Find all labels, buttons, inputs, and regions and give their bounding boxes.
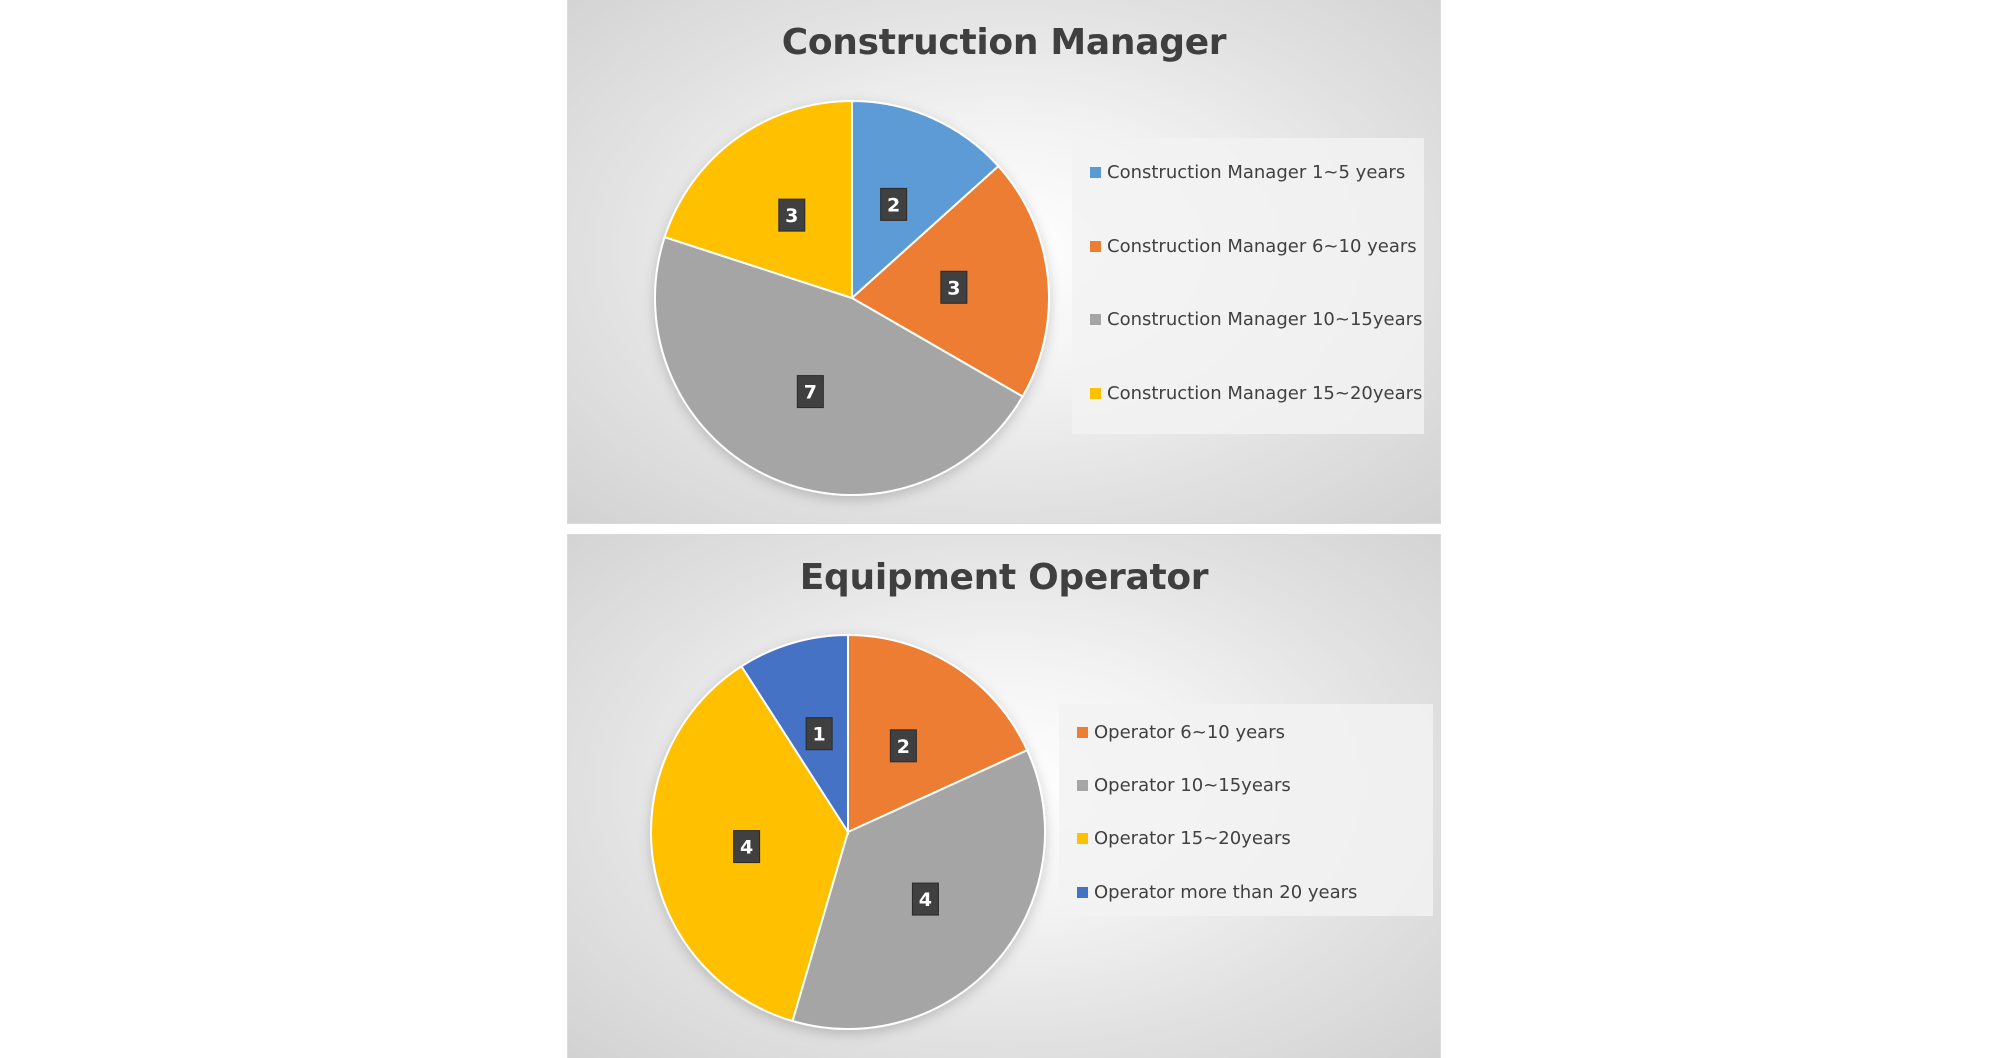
data-label: 2 (887, 194, 900, 216)
pie-slice (663, 99, 853, 300)
data-label-box (733, 830, 761, 864)
legend-item: Construction Manager 6~10 years (1090, 236, 1417, 257)
pie-plot: 2 4 4 1 (650, 633, 1046, 1030)
data-label: 1 (813, 724, 826, 746)
data-label-box (796, 375, 824, 409)
chart-title: Equipment Operator (799, 557, 1209, 598)
legend-swatch (1090, 241, 1101, 252)
legend: Operator 6~10 years Operator 10~15years Op… (1059, 704, 1433, 916)
data-label-box (889, 729, 917, 763)
legend-item: Construction Manager 15~20years (1090, 383, 1422, 404)
data-label-box (940, 270, 968, 304)
data-labels: 2 3 7 3 (778, 187, 968, 409)
legend-swatch (1077, 887, 1088, 898)
data-labels: 2 4 4 1 (733, 717, 939, 916)
legend-label: Operator more than 20 years (1094, 882, 1358, 903)
legend-label: Construction Manager 10~15years (1107, 309, 1423, 330)
pie-slice (654, 235, 1024, 496)
legend-label: Construction Manager 6~10 years (1107, 236, 1417, 257)
legend-item: Operator more than 20 years (1077, 882, 1357, 903)
chart-title: Construction Manager (781, 22, 1227, 63)
legend: Construction Manager 1~5 years Constructi… (1072, 138, 1424, 434)
data-label-box (778, 198, 806, 232)
legend-label: Operator 10~15years (1094, 775, 1291, 796)
legend-item: Operator 6~10 years (1077, 722, 1285, 743)
data-label: 2 (897, 736, 910, 758)
data-label: 4 (919, 889, 932, 911)
pie-slice (847, 633, 1029, 834)
data-label-box (911, 882, 939, 916)
legend-swatch (1090, 314, 1101, 325)
pie-slices (650, 633, 1046, 1030)
pie-slices (654, 99, 1050, 496)
legend-label: Construction Manager 1~5 years (1107, 162, 1406, 183)
pie-slice (851, 99, 1000, 301)
pie-slice (740, 633, 849, 836)
data-label: 3 (947, 277, 960, 299)
legend-label: Construction Manager 15~20years (1107, 383, 1423, 404)
legend-label: Operator 6~10 years (1094, 722, 1285, 743)
data-label: 3 (785, 205, 798, 227)
data-label: 7 (804, 382, 817, 404)
legend-item: Construction Manager 1~5 years (1090, 162, 1405, 183)
pie-plot: 2 3 7 3 (654, 99, 1050, 496)
legend-label: Operator 15~20years (1094, 828, 1291, 849)
equipment-operator-chart: Equipment Operator 2 4 4 1 Operator 6~10 ye… (567, 534, 1441, 1058)
legend-item: Operator 15~20years (1077, 828, 1291, 849)
legend-swatch (1077, 727, 1088, 738)
construction-manager-chart: Construction Manager 2 3 7 3 Construction M… (567, 0, 1441, 524)
legend-item: Operator 10~15years (1077, 775, 1291, 796)
legend-swatch (1077, 780, 1088, 791)
legend-item: Construction Manager 10~15years (1090, 309, 1422, 330)
data-label-box (805, 717, 833, 751)
legend-swatch (1090, 388, 1101, 399)
data-label-box (880, 187, 908, 221)
legend-swatch (1090, 167, 1101, 178)
legend-swatch (1077, 833, 1088, 844)
data-label: 4 (740, 837, 753, 859)
